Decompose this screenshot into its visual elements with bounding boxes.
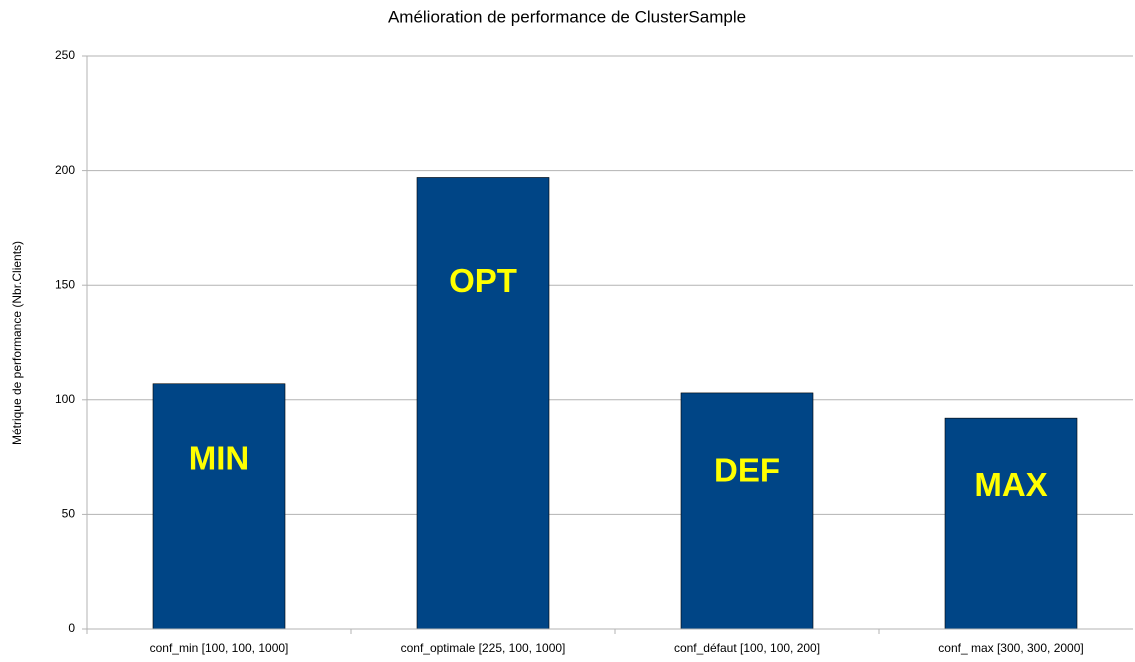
x-tick-label: conf_min [100, 100, 1000] [150,641,289,655]
bar [416,177,550,630]
chart-title: Amélioration de performance de ClusterSa… [388,7,746,26]
annotation: MIN [189,439,250,476]
y-tick-label: 50 [62,507,76,521]
annotation: OPT [449,262,517,299]
bar [152,383,286,630]
y-tick-label: 200 [55,163,75,177]
y-tick-label: 250 [55,48,75,62]
y-tick-label: 150 [55,277,75,291]
y-tick-label: 100 [55,392,75,406]
x-tick-label: conf_optimale [225, 100, 1000] [401,641,566,655]
bar [680,392,814,630]
annotation: MAX [974,466,1047,503]
bar [944,417,1078,630]
y-axis-label: Métrique de performance (Nbr.Clients) [10,241,24,445]
x-tick-label: conf_ max [300, 300, 2000] [938,641,1083,655]
annotation: DEF [714,452,780,489]
y-tick-label: 0 [68,621,75,635]
x-tick-label: conf_défaut [100, 100, 200] [674,641,820,655]
